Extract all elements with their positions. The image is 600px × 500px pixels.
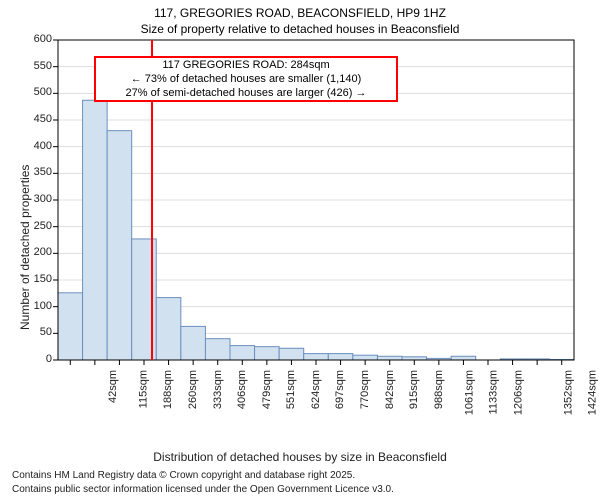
x-tick-label: 42sqm	[107, 370, 119, 403]
x-tick-label: 697sqm	[335, 370, 347, 409]
chart-title-line2: Size of property relative to detached ho…	[0, 22, 600, 36]
x-tick-label: 988sqm	[433, 370, 445, 409]
footer-line1: Contains HM Land Registry data © Crown c…	[12, 470, 588, 481]
callout-line3: 27% of semi-detached houses are larger (…	[98, 87, 394, 101]
y-tick-label: 100	[12, 300, 52, 312]
x-tick-label: 115sqm	[137, 370, 149, 408]
y-tick-label: 400	[12, 140, 52, 152]
x-axis-label: Distribution of detached houses by size …	[0, 450, 600, 464]
y-tick-label: 350	[12, 166, 52, 178]
x-tick-label: 1206sqm	[513, 370, 525, 415]
x-tick-label: 915sqm	[408, 370, 420, 409]
x-tick-label: 1424sqm	[586, 370, 598, 415]
x-tick-label: 1352sqm	[562, 370, 574, 415]
x-tick-label: 1061sqm	[464, 370, 476, 415]
footer-line2: Contains public sector information licen…	[12, 484, 588, 495]
y-tick-label: 250	[12, 220, 52, 232]
x-tick-label: 260sqm	[187, 370, 199, 409]
y-tick-label: 150	[12, 273, 52, 285]
y-tick-label: 600	[12, 33, 52, 45]
y-tick-label: 550	[12, 60, 52, 72]
callout-box: 117 GREGORIES ROAD: 284sqm ← 73% of deta…	[94, 56, 398, 102]
y-tick-label: 300	[12, 193, 52, 205]
x-tick-label: 333sqm	[212, 370, 224, 409]
x-tick-label: 770sqm	[359, 370, 371, 409]
chart-container: { "titles": { "line1": "117, GREGORIES R…	[0, 0, 600, 500]
x-tick-label: 1133sqm	[487, 370, 499, 414]
y-tick-label: 0	[12, 353, 52, 365]
x-tick-label: 188sqm	[163, 370, 175, 409]
y-tick-label: 50	[12, 326, 52, 338]
y-tick-label: 450	[12, 113, 52, 125]
callout-line1: 117 GREGORIES ROAD: 284sqm	[98, 59, 394, 73]
callout-line2: ← 73% of detached houses are smaller (1,…	[98, 73, 394, 87]
x-tick-label: 479sqm	[261, 370, 273, 409]
x-tick-label: 624sqm	[310, 370, 322, 409]
x-tick-label: 551sqm	[285, 370, 297, 409]
x-tick-label: 842sqm	[384, 370, 396, 409]
y-tick-label: 500	[12, 86, 52, 98]
y-tick-label: 200	[12, 246, 52, 258]
x-tick-label: 406sqm	[236, 370, 248, 409]
chart-title-line1: 117, GREGORIES ROAD, BEACONSFIELD, HP9 1…	[0, 6, 600, 20]
